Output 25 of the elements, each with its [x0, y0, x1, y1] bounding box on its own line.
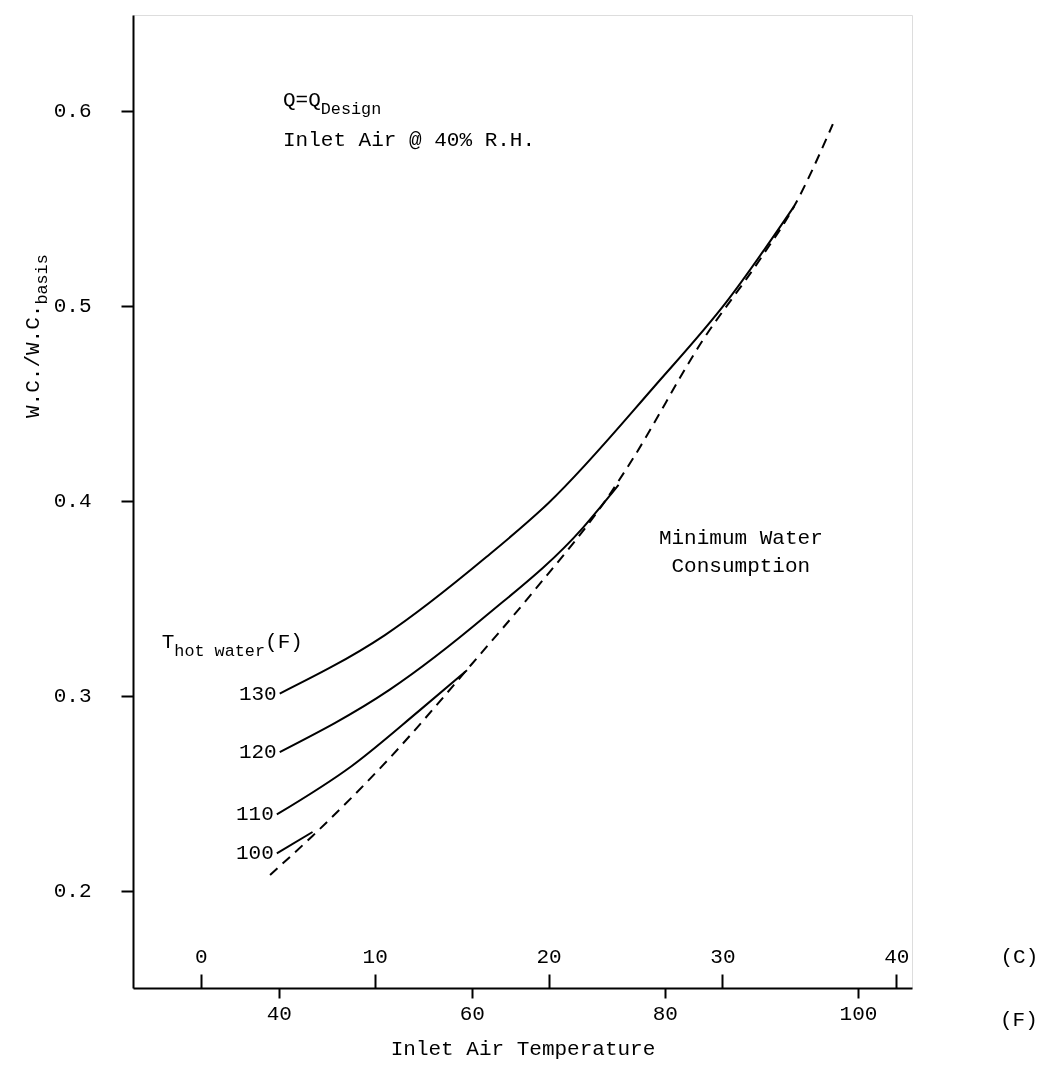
y-tick-label: 0.5: [53, 295, 92, 319]
text: Minimum Water Consumption: [658, 526, 823, 579]
x-tick-label: 100: [839, 1002, 878, 1026]
series-label: 100: [236, 842, 274, 866]
series-label: 110: [236, 803, 274, 827]
text: (F): [1000, 1009, 1038, 1032]
y-tick-label: 0.4: [53, 490, 92, 514]
series-label: 130: [238, 682, 277, 706]
y-tick-label: 0.6: [53, 100, 92, 124]
x2-tick-label: 30: [710, 945, 736, 969]
series-label: 120: [238, 741, 277, 765]
x2-axis-title: (C): [1000, 945, 1039, 969]
x2-tick-label: 10: [362, 945, 388, 969]
y-tick-label: 0.3: [53, 685, 92, 709]
x-tick-label: 80: [652, 1002, 678, 1026]
annotation: Inlet Air @ 40% R.H.: [283, 129, 536, 152]
x-tick-label: 40: [266, 1002, 292, 1026]
x2-tick-label: 40: [884, 945, 910, 969]
x-axis-title: Inlet Air Temperature: [390, 1037, 656, 1061]
y-axis-title: W.C./W.C.basis: [22, 254, 53, 418]
x2-tick-label: 0: [195, 945, 208, 969]
x2-tick-label: 20: [536, 945, 562, 969]
x-tick-label: 60: [459, 1002, 485, 1026]
line-series: [275, 669, 468, 816]
y-tick-label: 0.2: [53, 880, 92, 904]
